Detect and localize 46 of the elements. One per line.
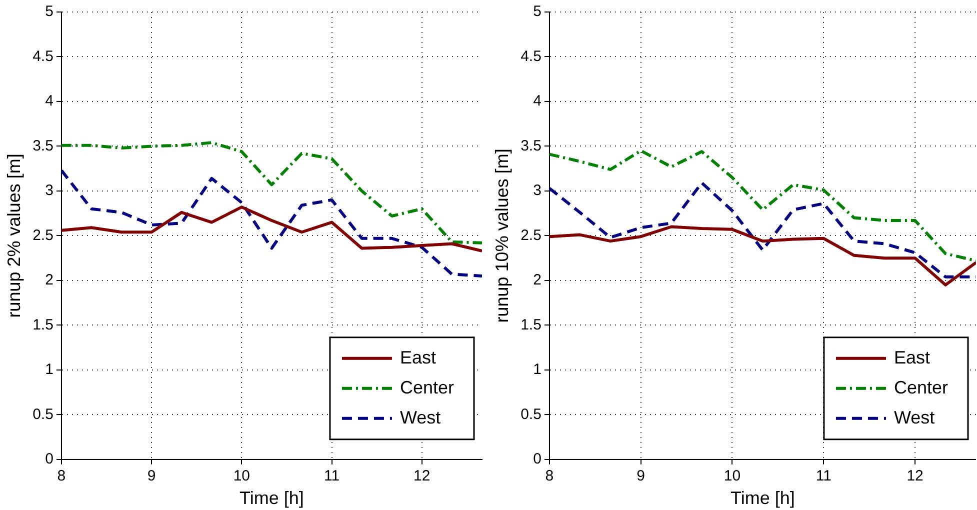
x-axis-title: Time [h] bbox=[240, 488, 304, 508]
y-tick-label: 0.5 bbox=[32, 406, 54, 423]
y-tick-label: 2 bbox=[45, 272, 54, 289]
legend-label: West bbox=[400, 407, 441, 428]
y-tick-label: 3 bbox=[45, 182, 54, 200]
y-tick-label: 5 bbox=[533, 3, 542, 20]
y-tick-label: 1.5 bbox=[520, 316, 542, 334]
legend-label: East bbox=[894, 347, 930, 368]
x-tick-label: 11 bbox=[816, 468, 832, 485]
x-tick-label: 9 bbox=[147, 468, 156, 485]
y-tick-label: 3.5 bbox=[520, 137, 542, 154]
y-tick-label: 3.5 bbox=[32, 137, 54, 154]
y-tick-label: 2 bbox=[533, 272, 542, 289]
x-axis-title: Time [h] bbox=[730, 488, 795, 508]
x-tick-label: 9 bbox=[636, 468, 646, 485]
x-tick-label: 10 bbox=[233, 468, 250, 485]
x-tick-label: 8 bbox=[545, 468, 554, 485]
y-axis-title: runup 10% values [m] bbox=[492, 148, 512, 323]
line-series bbox=[549, 181, 976, 278]
line-series bbox=[61, 168, 482, 278]
y-tick-label: 2.5 bbox=[32, 226, 54, 244]
line-series bbox=[61, 141, 482, 244]
x-tick-label: 10 bbox=[724, 468, 741, 485]
legend-label: West bbox=[894, 407, 935, 428]
x-tick-label: 8 bbox=[57, 468, 66, 485]
y-tick-label: 1.5 bbox=[32, 316, 54, 334]
y-tick-label: 4.5 bbox=[520, 48, 542, 65]
line-series bbox=[549, 149, 976, 262]
y-tick-label: 0.5 bbox=[520, 406, 542, 423]
y-tick-label: 0 bbox=[533, 450, 542, 468]
y-tick-label: 5 bbox=[45, 3, 54, 20]
x-tick-label: 12 bbox=[414, 468, 430, 485]
x-tick-label: 12 bbox=[906, 468, 924, 485]
legend-label: East bbox=[400, 347, 436, 368]
y-tick-label: 0 bbox=[45, 450, 54, 468]
x-tick-label: 11 bbox=[324, 468, 340, 485]
legend-label: Center bbox=[894, 377, 948, 398]
legend-label: Center bbox=[400, 377, 454, 398]
y-tick-label: 3 bbox=[533, 182, 542, 200]
y-tick-label: 4 bbox=[533, 92, 542, 110]
y-tick-label: 4.5 bbox=[32, 48, 54, 65]
y-tick-label: 1 bbox=[533, 361, 542, 378]
y-axis-title: runup 2% values [m] bbox=[4, 154, 24, 318]
y-tick-label: 2.5 bbox=[520, 226, 542, 244]
y-tick-label: 1 bbox=[45, 361, 54, 378]
y-tick-label: 4 bbox=[45, 92, 54, 110]
